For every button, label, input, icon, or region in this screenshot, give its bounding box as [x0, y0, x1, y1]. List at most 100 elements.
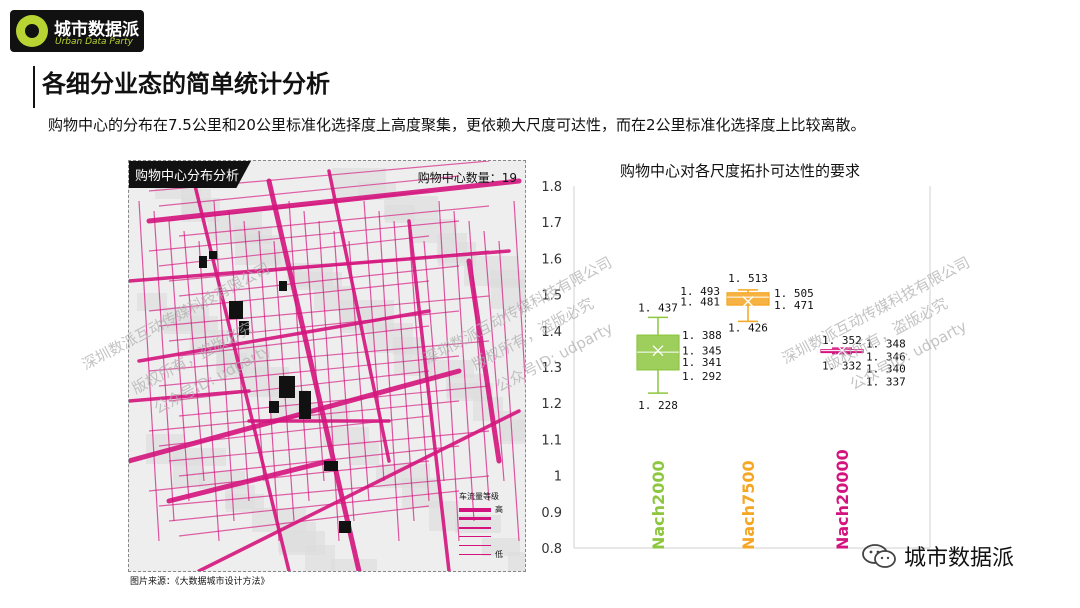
minor-road — [148, 340, 490, 372]
major-road — [166, 458, 332, 504]
minor-road — [468, 220, 490, 502]
map-count: 购物中心数量：19 — [417, 171, 517, 185]
minor-road — [303, 210, 325, 482]
mean-marker — [742, 296, 754, 307]
minor-road — [438, 200, 460, 542]
minor-road — [153, 210, 175, 522]
minor-road — [158, 355, 460, 387]
legend-title: 车流量等级 — [459, 492, 499, 501]
y-tick-label: 1.8 — [541, 180, 562, 195]
major-road — [266, 178, 362, 571]
minor-road — [168, 490, 460, 522]
major-road — [197, 409, 521, 571]
page-title: 各细分业态的简单统计分析 — [42, 70, 330, 98]
minor-road — [158, 175, 460, 207]
box-iqr — [726, 292, 770, 306]
minor-road — [183, 230, 205, 482]
major-road — [407, 219, 451, 571]
data-label: 1. 471 — [774, 299, 814, 312]
shopping-center — [269, 401, 279, 413]
minor-road — [158, 295, 490, 327]
minor-road — [168, 250, 490, 282]
map-tag: 购物中心分布分析 — [129, 161, 252, 188]
minor-road — [228, 210, 250, 502]
map-block — [420, 360, 474, 378]
mean-marker — [652, 345, 664, 357]
brand-name: 城市数据派 — [904, 546, 1015, 571]
map-block — [137, 293, 167, 311]
data-label: 1. 388 — [682, 329, 722, 342]
boxplot-chart: 购物中心对各尺度拓扑可达性的要求 0.8 0.9 1 1.1 1.2 1.3 1.4 1.5 1… — [541, 162, 931, 557]
category-label: Nach7500 — [739, 460, 758, 550]
y-tick-label: 1.2 — [541, 397, 562, 412]
map-block — [225, 485, 255, 509]
box-nach2000: Nach2000 — [636, 316, 680, 550]
shopping-center — [324, 461, 338, 471]
minor-road — [258, 230, 280, 542]
data-label: 1. 352 — [822, 334, 862, 347]
shopping-center-map: 购物中心分布分析 购物中心数量：19 车流量等级 高 低 — [128, 160, 526, 572]
y-tick-label: 1.6 — [541, 252, 562, 267]
title-accent-bar — [33, 66, 35, 108]
data-label: 1. 348 — [866, 338, 906, 351]
major-road — [129, 389, 251, 403]
minor-road — [498, 240, 520, 542]
minor-road — [168, 310, 460, 342]
minor-road — [178, 385, 490, 417]
data-label: 1. 228 — [638, 399, 678, 412]
minor-road — [198, 240, 220, 542]
data-label: 1. 481 — [680, 295, 720, 308]
data-label: 1. 345 — [682, 345, 722, 358]
road-layer — [129, 161, 525, 571]
data-label: 1. 340 — [866, 363, 906, 376]
category-label: Nach20000 — [833, 449, 852, 550]
map-block — [482, 538, 520, 556]
data-label: 1. 332 — [822, 359, 862, 372]
y-tick-label: 1.7 — [541, 216, 562, 231]
y-tick-label: 1.5 — [541, 289, 562, 304]
data-label: 1. 505 — [774, 287, 814, 300]
data-label: 1. 437 — [638, 301, 678, 314]
data-label: 1. 337 — [866, 376, 906, 389]
map-block — [384, 196, 438, 220]
minor-road — [513, 200, 525, 387]
minor-road — [483, 230, 505, 482]
traffic-legend: 车流量等级 高 低 — [459, 491, 519, 559]
shopping-center — [279, 281, 287, 291]
major-road — [187, 161, 291, 571]
minor-road — [168, 430, 490, 462]
data-label: 1. 341 — [682, 356, 722, 369]
logo-text-en: Urban Data Party — [55, 37, 133, 47]
minor-road — [318, 220, 340, 542]
minor-road — [168, 190, 430, 222]
minor-road — [178, 505, 430, 537]
category-label: Nach2000 — [649, 460, 668, 550]
logo-mark-icon — [16, 15, 48, 47]
wechat-icon — [862, 544, 896, 568]
data-label: 1. 493 — [680, 285, 720, 298]
legend-low: 低 — [495, 550, 503, 559]
y-tick-label: 1.3 — [541, 361, 562, 376]
minor-road — [408, 230, 430, 502]
shopping-center — [209, 251, 217, 259]
shopping-center — [279, 376, 295, 398]
data-label: 1. 292 — [682, 370, 722, 383]
page-subtitle: 购物中心的分布在7.5公里和20公里标准化选择度上高度聚集，更依赖大尺度可达性，… — [48, 116, 866, 134]
map-block — [508, 552, 525, 571]
map-block — [331, 559, 377, 571]
shopping-center — [239, 321, 249, 335]
box-nach20000: Nach20000 — [820, 344, 864, 550]
minor-road — [178, 265, 460, 297]
minor-road — [148, 460, 430, 492]
data-label: 1. 426 — [728, 321, 768, 334]
shopping-center — [299, 391, 311, 419]
chart-title: 购物中心对各尺度拓扑可达性的要求 — [620, 162, 860, 180]
minor-road — [243, 220, 265, 482]
map-block — [393, 337, 423, 355]
minor-road — [148, 220, 460, 252]
logo-text-cn: 城市数据派 — [54, 20, 139, 40]
major-road — [129, 249, 511, 283]
minor-road — [213, 200, 235, 522]
data-label: 1. 513 — [728, 272, 768, 285]
road-network — [129, 161, 525, 571]
